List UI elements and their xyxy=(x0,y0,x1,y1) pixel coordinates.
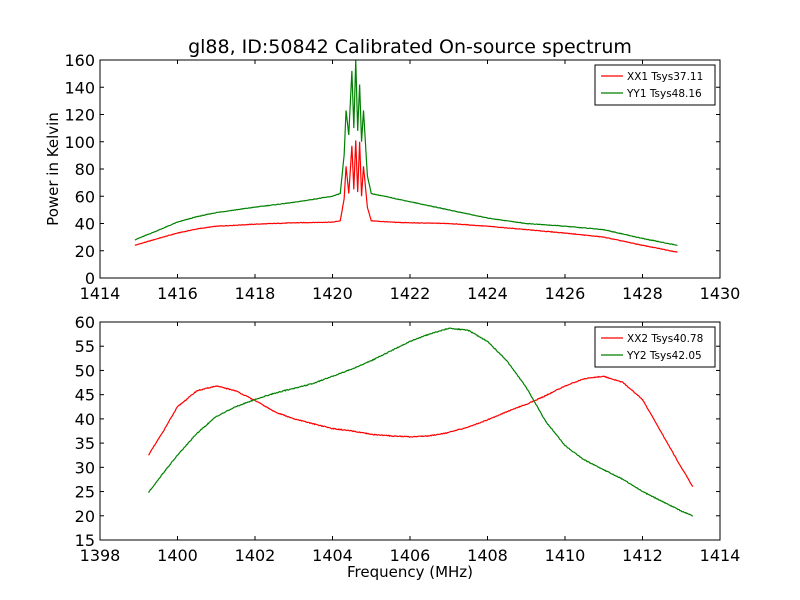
x-tick-label: 1406 xyxy=(390,546,431,565)
legend-box xyxy=(594,64,716,106)
x-tick-label: 1398 xyxy=(80,546,121,565)
y-tick-label: 20 xyxy=(75,507,95,526)
x-axis-label: Frequency (MHz) xyxy=(347,563,473,581)
x-tick-label: 1408 xyxy=(467,546,508,565)
x-tick-label: 1420 xyxy=(312,284,353,303)
y-tick-label: 50 xyxy=(75,361,95,380)
x-tick-label: 1426 xyxy=(545,284,586,303)
y-tick-label: 55 xyxy=(75,337,95,356)
legend-label: XX1 Tsys37.11 xyxy=(627,71,703,83)
x-tick-label: 1412 xyxy=(622,546,663,565)
y-axis-label: Power in Kelvin xyxy=(44,112,62,226)
y-tick-label: 100 xyxy=(64,133,95,152)
y-tick-label: 40 xyxy=(75,410,95,429)
y-tick-label: 30 xyxy=(75,458,95,477)
x-tick-label: 1414 xyxy=(80,284,121,303)
legend-box xyxy=(594,326,716,368)
legend: XX1 Tsys37.11 YY1 Tsys48.16 xyxy=(594,64,716,106)
y-tick-label: 35 xyxy=(75,434,95,453)
x-tick-label: 1402 xyxy=(235,546,276,565)
y-tick-label: 60 xyxy=(75,313,95,332)
series-line-1 xyxy=(148,375,694,488)
y-tick-label: 140 xyxy=(64,78,95,97)
y-tick-label: 25 xyxy=(75,483,95,502)
x-tick-label: 1428 xyxy=(622,284,663,303)
y-tick-label: 60 xyxy=(75,187,95,206)
x-tick-label: 1422 xyxy=(390,284,431,303)
x-tick-label: 1430 xyxy=(700,284,741,303)
series-line-2 xyxy=(148,327,693,517)
x-tick-label: 1410 xyxy=(545,546,586,565)
x-tick-label: 1414 xyxy=(700,546,741,565)
figure-title: gl88, ID:50842 Calibrated On-source spec… xyxy=(188,36,632,58)
y-tick-label: 160 xyxy=(64,51,95,70)
legend-label: XX2 Tsys40.78 xyxy=(627,333,703,345)
x-tick-label: 1418 xyxy=(235,284,276,303)
x-tick-label: 1416 xyxy=(157,284,198,303)
x-tick-label: 1404 xyxy=(312,546,353,565)
x-tick-label: 1400 xyxy=(157,546,198,565)
x-tick-label: 1424 xyxy=(467,284,508,303)
plots-group: 1414 1416 1418 1420 1422 1424 1426 1428 1430 0 20 4… xyxy=(44,51,740,581)
legend-label: YY1 Tsys48.16 xyxy=(626,88,702,100)
series-line-2 xyxy=(134,60,678,246)
y-tick-label: 80 xyxy=(75,160,95,179)
y-tick-label: 0 xyxy=(85,269,95,288)
legend-label: YY2 Tsys42.05 xyxy=(626,350,702,362)
y-tick-label: 45 xyxy=(75,386,95,405)
y-tick-label: 40 xyxy=(75,215,95,234)
legend: XX2 Tsys40.78 YY2 Tsys42.05 xyxy=(594,326,716,368)
series-line-1 xyxy=(134,140,678,253)
subplot-2: 1398 1400 1402 1404 1406 1408 1410 1412 1414 15 20… xyxy=(75,313,741,581)
y-tick-label: 120 xyxy=(64,106,95,125)
y-tick-label: 20 xyxy=(75,242,95,261)
subplot-1: 1414 1416 1418 1420 1422 1424 1426 1428 1430 0 20 4… xyxy=(44,51,740,303)
y-tick-label: 15 xyxy=(75,531,95,550)
